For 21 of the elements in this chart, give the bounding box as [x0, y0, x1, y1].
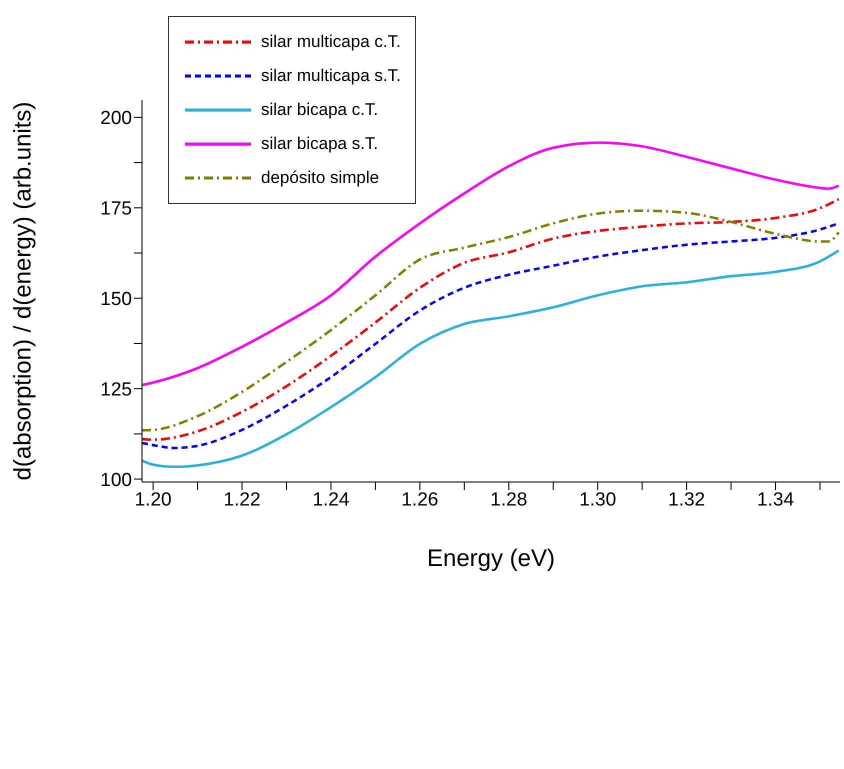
- x-tick-label: 1.30: [579, 489, 616, 510]
- legend-label: silar multicapa c.T.: [261, 32, 401, 52]
- y-tick-label: 100: [100, 470, 132, 491]
- x-tick-label: 1.28: [490, 489, 528, 510]
- y-tick-label: 150: [100, 288, 132, 310]
- line-series: [142, 249, 840, 468]
- legend-label: silar bicapa c.T.: [261, 100, 378, 120]
- x-tick-label: 1.26: [401, 489, 438, 510]
- y-tick-label: 200: [100, 108, 132, 130]
- x-tick-label: 1.20: [134, 489, 172, 510]
- x-tick-label: 1.32: [668, 489, 706, 510]
- x-axis-title: Energy (eV): [426, 545, 556, 572]
- y-axis-title: d(absorption) / d(energy) (arb.units): [10, 102, 37, 480]
- x-tick-label: 1.24: [312, 489, 350, 510]
- legend-label: silar multicapa s.T.: [261, 66, 401, 86]
- legend-label: silar bicapa s.T.: [261, 134, 378, 154]
- y-tick-label: 125: [100, 379, 132, 400]
- legend-label: depósito simple: [261, 168, 380, 188]
- x-tick-label: 1.34: [757, 489, 794, 510]
- x-tick-label: 1.22: [224, 489, 261, 510]
- y-tick-label: 175: [100, 198, 132, 220]
